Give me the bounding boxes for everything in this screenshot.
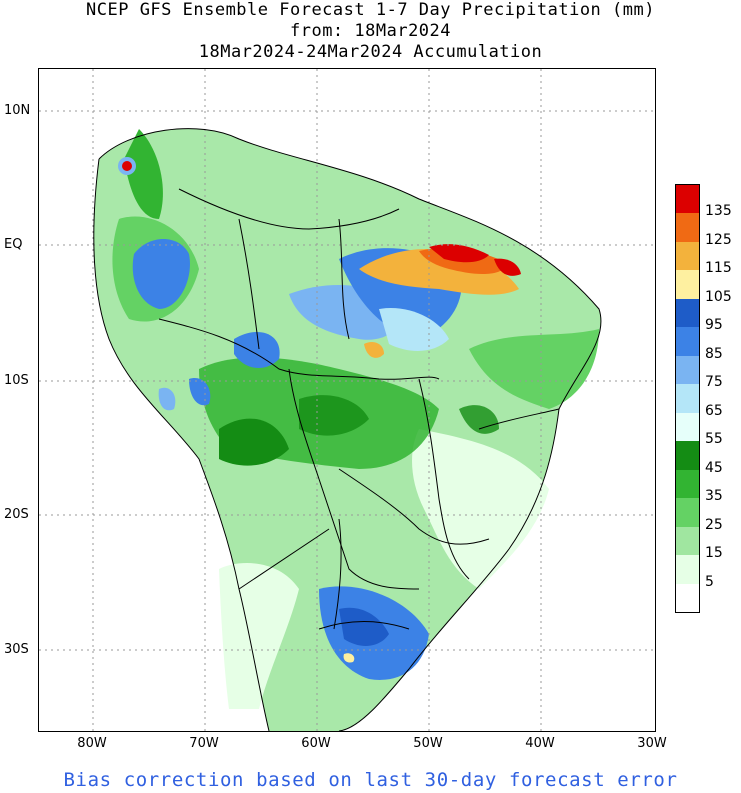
lon-label-70w: 70W (189, 736, 219, 751)
bias-correction-note: Bias correction based on last 30-day for… (63, 769, 678, 791)
colorbar-swatch (676, 327, 699, 357)
colorbar-swatch (676, 384, 699, 414)
country-borders (93, 128, 602, 731)
colorbar-swatch (676, 185, 699, 214)
colorbar-label: 5 (705, 573, 714, 590)
colorbar-label: 55 (705, 431, 723, 448)
lon-label-40w: 40W (525, 736, 555, 751)
colorbar-swatch (676, 241, 699, 271)
map-canvas (39, 69, 655, 731)
colorbar-label: 125 (705, 231, 732, 248)
forecast-start-date: from: 18Mar2024 (289, 21, 452, 41)
lat-label-30s: 30S (4, 642, 29, 657)
colorbar-swatch (676, 526, 699, 556)
lon-label-80w: 80W (77, 736, 107, 751)
precip-colorbar (675, 184, 700, 613)
accumulation-period: 18Mar2024-24Mar2024 Accumulation (198, 42, 543, 62)
colorbar-swatch (676, 270, 699, 300)
lon-label-50w: 50W (413, 736, 443, 751)
colorbar-label: 105 (705, 288, 732, 305)
lat-label-10n: 10N (4, 103, 31, 118)
colorbar-label: 75 (705, 374, 723, 391)
colorbar-swatch (676, 412, 699, 442)
colorbar-label: 95 (705, 317, 723, 334)
colorbar-label: 85 (705, 345, 723, 362)
colorbar-swatch (676, 355, 699, 385)
colorbar-label: 25 (705, 516, 723, 533)
map-title: NCEP GFS Ensemble Forecast 1-7 Day Preci… (86, 0, 655, 20)
lon-label-60w: 60W (301, 736, 331, 751)
colorbar-label: 65 (705, 402, 723, 419)
colorbar-label: 45 (705, 459, 723, 476)
colorbar-label: 15 (705, 545, 723, 562)
lat-label-10s: 10S (4, 373, 29, 388)
lat-label-20s: 20S (4, 507, 29, 522)
colorbar-swatch (676, 213, 699, 243)
colorbar-swatch (676, 469, 699, 499)
grid-lines (39, 69, 655, 731)
colorbar-swatch (676, 441, 699, 471)
colorbar-swatch (676, 498, 699, 528)
colorbar-label: 35 (705, 488, 723, 505)
colorbar-swatch (676, 555, 699, 585)
colorbar-label: 115 (705, 260, 732, 277)
colorbar-label: 135 (705, 203, 732, 220)
colorbar-swatch (676, 583, 699, 613)
lon-label-30w: 30W (637, 736, 667, 751)
colorbar-swatch (676, 298, 699, 328)
lat-label-eq: EQ (4, 237, 23, 252)
precip-fields (93, 128, 601, 731)
precipitation-map (38, 68, 656, 732)
